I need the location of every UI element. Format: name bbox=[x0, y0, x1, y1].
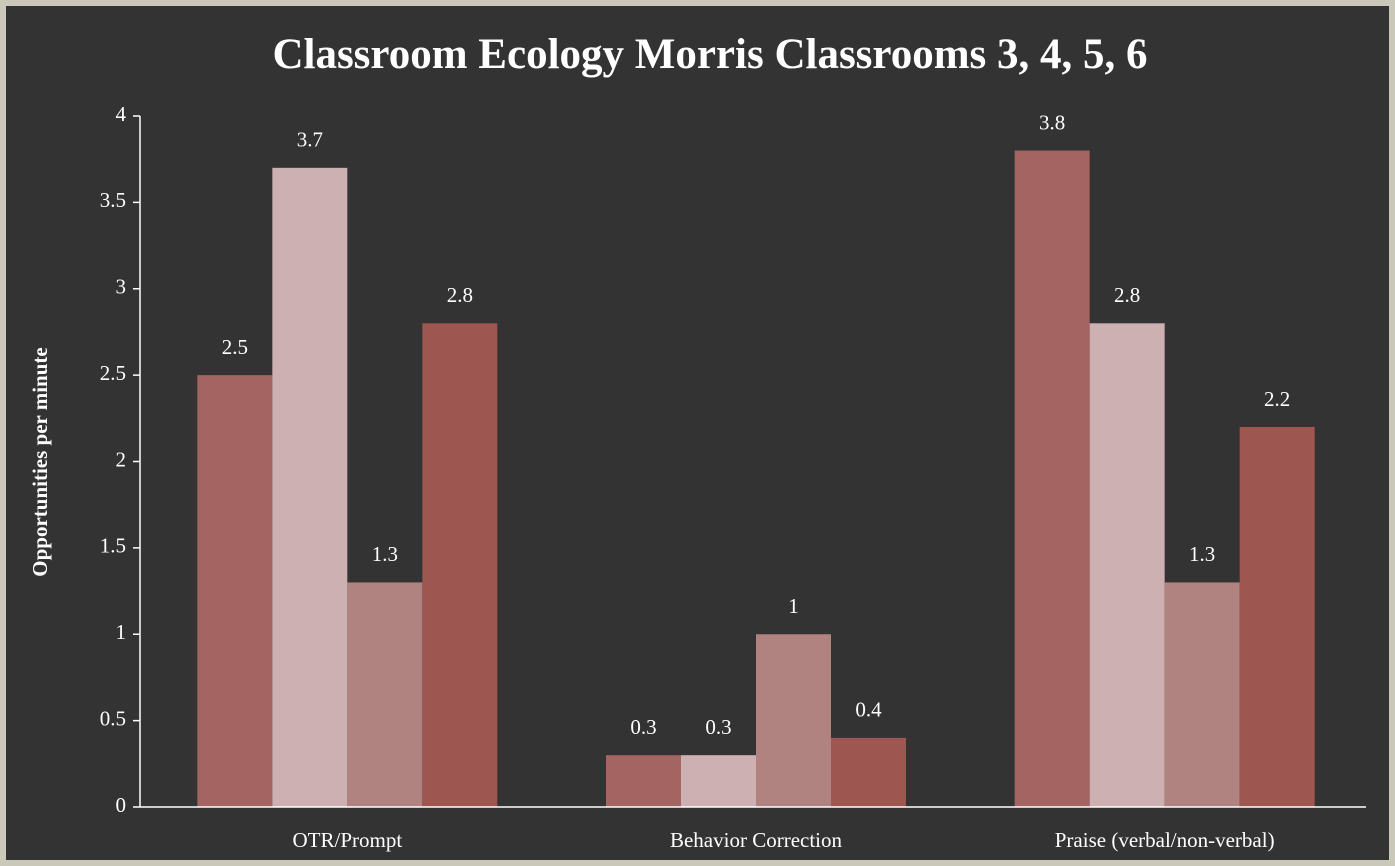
data-label: 0.3 bbox=[630, 715, 656, 739]
y-tick-label: 1.5 bbox=[100, 534, 126, 558]
data-label: 1 bbox=[788, 594, 799, 618]
data-label: 3.7 bbox=[297, 128, 323, 152]
data-label: 0.4 bbox=[855, 698, 882, 722]
bar bbox=[1239, 426, 1315, 807]
chart-title: Classroom Ecology Morris Classrooms 3, 4… bbox=[272, 31, 1147, 78]
bar bbox=[1164, 582, 1240, 807]
data-label: 2.2 bbox=[1264, 387, 1290, 411]
bar bbox=[1089, 323, 1165, 807]
bar bbox=[272, 167, 348, 807]
y-tick-label: 2.5 bbox=[100, 361, 126, 385]
data-label: 1.3 bbox=[1189, 542, 1215, 566]
bar bbox=[756, 634, 831, 807]
data-label: 2.8 bbox=[447, 283, 473, 307]
bar bbox=[422, 323, 498, 807]
bar bbox=[1014, 150, 1090, 808]
x-tick-label: Behavior Correction bbox=[670, 828, 843, 852]
data-label: 2.5 bbox=[222, 335, 248, 359]
y-tick-label: 0.5 bbox=[100, 706, 126, 730]
y-tick-label: 0 bbox=[116, 793, 127, 817]
data-label: 3.8 bbox=[1039, 110, 1065, 134]
data-label: 1.3 bbox=[372, 542, 398, 566]
bar bbox=[347, 582, 423, 807]
x-tick-label: OTR/Prompt bbox=[292, 828, 402, 852]
x-tick-label: Praise (verbal/non-verbal) bbox=[1055, 828, 1275, 852]
y-tick-label: 2 bbox=[116, 447, 127, 471]
bar bbox=[831, 737, 906, 807]
bar bbox=[197, 375, 273, 807]
bar bbox=[681, 755, 756, 807]
data-label: 2.8 bbox=[1114, 283, 1140, 307]
data-label: 0.3 bbox=[705, 715, 731, 739]
bar bbox=[606, 755, 681, 807]
y-axis-label: Opportunities per minute bbox=[28, 347, 52, 576]
y-tick-label: 3.5 bbox=[100, 188, 126, 212]
y-tick-label: 4 bbox=[116, 102, 127, 126]
y-tick-label: 1 bbox=[116, 620, 127, 644]
y-tick-label: 3 bbox=[116, 275, 127, 299]
